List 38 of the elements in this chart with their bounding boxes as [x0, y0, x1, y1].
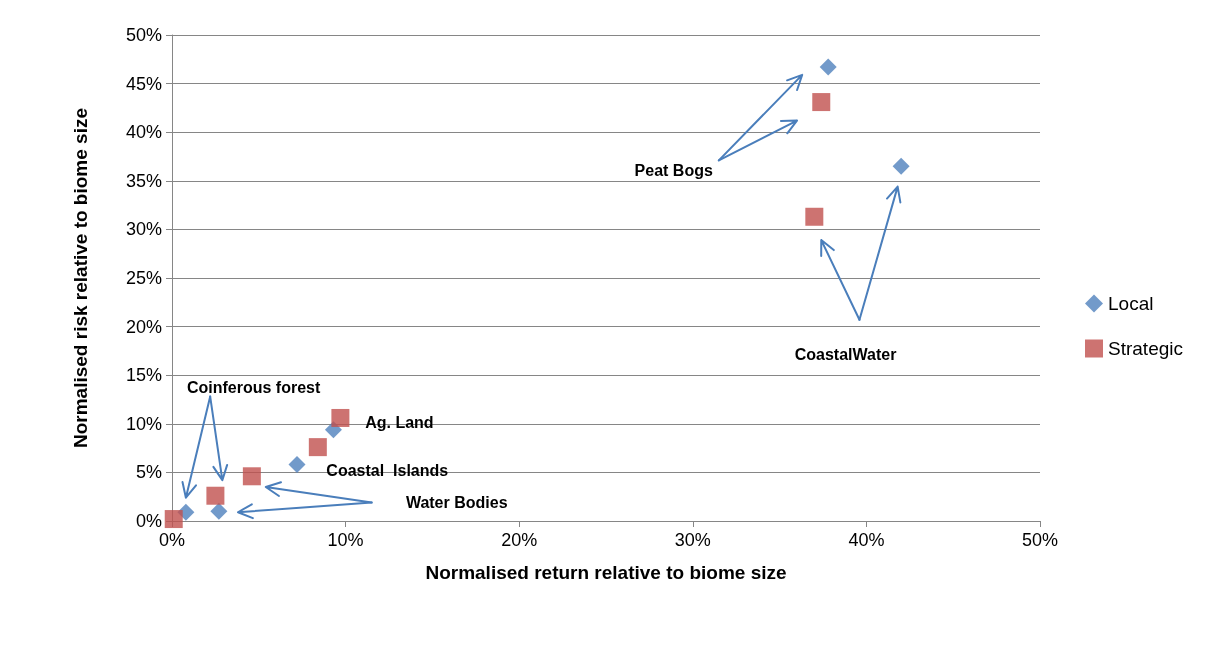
annotation: Peat Bogs [634, 161, 713, 179]
annotation: Coastal Islands [326, 461, 449, 479]
point [331, 408, 350, 427]
y-tick-label: 20% [125, 316, 162, 337]
y-tick-label: 30% [125, 219, 162, 240]
x-axis-title: Normalised return relative to biome size [425, 562, 787, 583]
y-tick-label: 0% [135, 511, 162, 531]
point [164, 510, 183, 529]
x-tick-label: 40% [848, 530, 885, 550]
annotation: Ag. Land [365, 414, 434, 432]
annotation: Coinferous forest [186, 379, 321, 397]
point [206, 486, 225, 505]
legend-label: Strategic [1108, 338, 1183, 359]
x-tick-label: 10% [327, 530, 364, 550]
x-tick-label: 30% [674, 530, 711, 550]
annotation: Water Bodies [405, 494, 508, 512]
legend-label: Local [1108, 293, 1154, 314]
y-tick-label: 10% [125, 413, 162, 434]
y-tick-label: 25% [125, 268, 162, 288]
point [242, 467, 261, 486]
x-tick-label: 0% [158, 530, 186, 550]
point [819, 58, 837, 76]
point [288, 456, 306, 474]
point [812, 93, 831, 112]
point [210, 502, 228, 520]
y-tick-label: 40% [125, 122, 162, 143]
y-axis-title: Normalised risk relative to biome size [70, 107, 91, 449]
y-tick-label: 5% [135, 462, 162, 483]
point [308, 438, 327, 457]
point [892, 157, 910, 175]
y-tick-label: 45% [125, 73, 162, 94]
point [805, 207, 824, 226]
x-tick-label: 50% [1021, 530, 1059, 550]
y-tick-label: 35% [125, 170, 162, 191]
x-tick-label: 20% [501, 530, 538, 550]
annotation: CoastalWater [794, 346, 897, 364]
y-tick-label: 15% [125, 365, 162, 386]
y-tick-label: 50% [125, 25, 162, 45]
